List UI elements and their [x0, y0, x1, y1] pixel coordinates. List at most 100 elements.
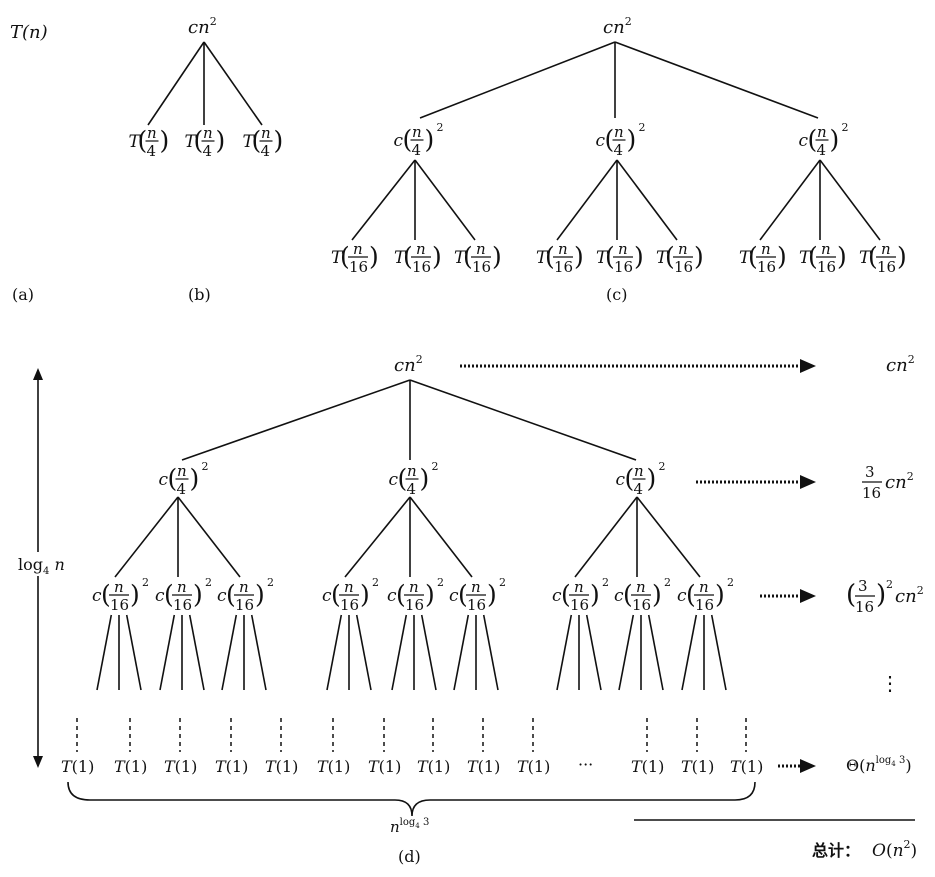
svg-text:n: n [353, 240, 363, 258]
svg-text:16: 16 [570, 596, 589, 614]
svg-text:n: n [409, 578, 419, 596]
panel-d-edge [355, 614, 372, 691]
svg-text:n: n [634, 462, 644, 480]
panel-c-level1-node: c(n4) 2 [394, 121, 444, 159]
svg-text:16: 16 [614, 258, 633, 276]
svg-text:c: c [159, 470, 169, 490]
svg-text:cn2: cn2 [895, 584, 924, 607]
svg-text:): ) [160, 126, 170, 155]
panel-c-level2-node: T(n16) [859, 240, 907, 276]
panel-d-edge [188, 614, 205, 691]
panel-c-level2-node: T(n16) [331, 240, 379, 276]
panel-c-level2-node: T(n16) [394, 240, 442, 276]
svg-text:(: ( [252, 126, 262, 155]
panel-d-edge [647, 614, 664, 691]
svg-text:(: ( [340, 242, 350, 271]
svg-text:(: ( [194, 126, 204, 155]
level-cost-leaves: Θ(nlog4 3) [846, 755, 912, 775]
svg-text:T: T [656, 248, 669, 268]
svg-text:2: 2 [499, 576, 506, 589]
svg-text:2: 2 [432, 460, 439, 473]
panel-d-edge [96, 614, 113, 691]
svg-text:n: n [699, 578, 709, 596]
panel-b-caption: (b) [188, 285, 211, 304]
svg-text:): ) [837, 242, 847, 271]
svg-text:): ) [574, 242, 584, 271]
svg-text:(: ( [463, 242, 473, 271]
panel-d-caption: (d) [398, 847, 421, 866]
panel-c-edge [419, 41, 616, 119]
level-cost-vdots: ⋮ [880, 671, 900, 695]
panel-d-edge [409, 379, 637, 461]
panel-d-edge [681, 614, 698, 691]
svg-text:): ) [487, 580, 497, 609]
panel-d-edge [125, 614, 142, 691]
svg-text:3: 3 [865, 463, 875, 481]
svg-text:(: ( [605, 242, 615, 271]
svg-text:T: T [536, 248, 549, 268]
svg-text:4: 4 [147, 142, 157, 160]
panel-d-edge [556, 614, 573, 691]
svg-text:(: ( [226, 580, 236, 609]
svg-text:n: n [614, 123, 624, 141]
svg-text:n: n [574, 578, 584, 596]
svg-text:): ) [369, 242, 379, 271]
panel-d-edge [181, 379, 411, 461]
svg-text:16: 16 [412, 258, 431, 276]
panel-d-level2-node: c(n16) 2 [322, 576, 379, 614]
svg-text:): ) [876, 580, 886, 610]
svg-text:16: 16 [757, 258, 776, 276]
panel-d-level2-node: c(n16) 2 [387, 576, 444, 614]
dotted-arrowhead [800, 759, 816, 773]
svg-text:c: c [596, 131, 606, 151]
svg-text:2: 2 [639, 121, 646, 134]
svg-text:2: 2 [842, 121, 849, 134]
svg-text:(: ( [138, 126, 148, 155]
svg-text:T: T [394, 248, 407, 268]
svg-text:): ) [432, 242, 442, 271]
height-label: log4 n [18, 555, 65, 577]
panel-d-tree: log4 n cn2 nlog4 3 [14, 353, 924, 861]
svg-text:(: ( [868, 242, 878, 271]
panel-c-root: cn2 [603, 15, 632, 38]
panel-c-edge [759, 159, 821, 241]
svg-text:2: 2 [664, 576, 671, 589]
svg-text:2: 2 [602, 576, 609, 589]
svg-text:n: n [678, 240, 688, 258]
svg-text:4: 4 [817, 141, 827, 159]
svg-text:(: ( [623, 580, 633, 609]
svg-text:c: c [387, 586, 397, 606]
svg-text:n: n [476, 240, 486, 258]
svg-text:2: 2 [437, 121, 444, 134]
panel-b-edge [203, 41, 263, 126]
panel-c-edge [614, 41, 819, 119]
svg-text:n: n [412, 123, 422, 141]
svg-text:): ) [897, 242, 907, 271]
panel-d-edge [177, 496, 241, 578]
panel-c-level2-node: T(n16) [596, 240, 644, 276]
svg-text:c: c [616, 470, 626, 490]
panel-b-root: cn2 [188, 15, 217, 38]
svg-text:T: T [799, 248, 812, 268]
svg-text:(: ( [545, 242, 555, 271]
svg-text:n: n [147, 124, 157, 142]
svg-text:4: 4 [261, 142, 271, 160]
svg-text:16: 16 [405, 596, 424, 614]
svg-text:16: 16 [110, 596, 129, 614]
svg-text:2: 2 [205, 576, 212, 589]
svg-text:): ) [715, 580, 725, 609]
svg-text:n: n [416, 240, 426, 258]
panel-d-edge [618, 614, 635, 691]
svg-text:2: 2 [372, 576, 379, 589]
panel-d-level2-node: c(n16) 2 [614, 576, 671, 614]
svg-text:16: 16 [877, 258, 896, 276]
svg-text:n: n [239, 578, 249, 596]
panel-d-edge [453, 614, 470, 691]
svg-text:2: 2 [142, 576, 149, 589]
svg-text:(: ( [561, 580, 571, 609]
svg-text:16: 16 [173, 596, 192, 614]
panel-d-level2-node: c(n16) 2 [155, 576, 212, 614]
svg-text:c: c [389, 470, 399, 490]
